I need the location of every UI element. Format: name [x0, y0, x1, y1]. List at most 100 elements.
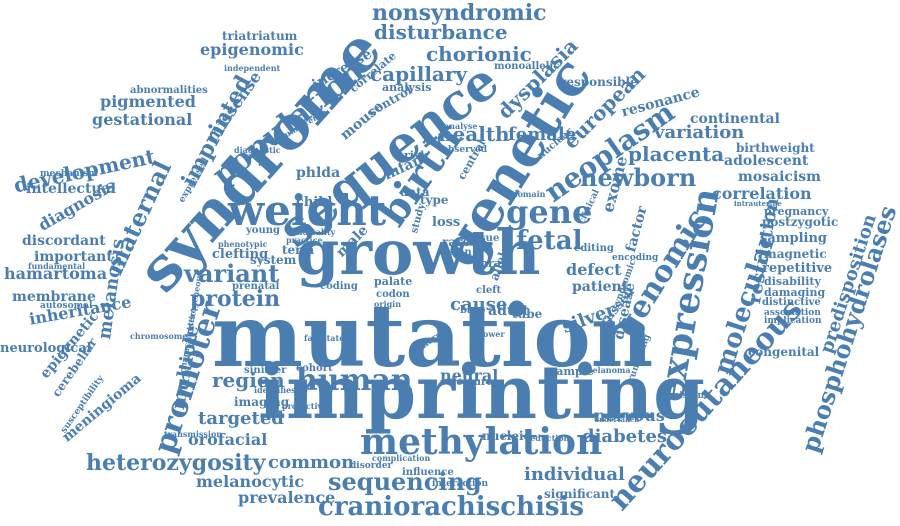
word-phenotypic: phenotypic: [218, 239, 268, 249]
word-lower: lower: [480, 329, 505, 339]
word-damaging: damaging: [764, 286, 826, 299]
word-imprinting: imprinting: [258, 350, 705, 436]
word-gene: gene: [506, 193, 593, 231]
word-encoding: encoding: [612, 253, 659, 263]
word-membrane: membrane: [12, 289, 96, 305]
word-analyse: analyse: [444, 121, 478, 131]
word-individual: individual: [524, 464, 625, 485]
word-sequencing: sequencing: [328, 467, 482, 496]
word-practice: practice: [286, 235, 323, 245]
word-tube: tube: [512, 307, 543, 321]
word-coding: coding: [320, 281, 358, 292]
word-disability: disability: [764, 275, 821, 288]
word-clefting: clefting: [212, 247, 269, 262]
word-imaging: imaging: [234, 395, 290, 409]
word-chorionic: chorionic: [426, 42, 532, 66]
word-adult: adult: [488, 303, 529, 319]
word-nervous: nervous: [594, 406, 665, 425]
word-base: base: [460, 305, 486, 316]
word-pigmented: pigmented: [100, 92, 196, 111]
word-mutation: mutation: [212, 286, 654, 387]
word-intrauterine: intrauterine: [734, 199, 782, 208]
word-analysis: analysis: [382, 81, 432, 94]
word-craniorachischisis: craniorachischisis: [318, 492, 585, 522]
word-diagnostic: diagnostic: [234, 145, 281, 155]
word-birthweight: birthweight: [736, 141, 815, 155]
word-child: child: [296, 195, 333, 210]
word-term: term: [282, 243, 315, 257]
word-hamartoma: hamartoma: [4, 264, 108, 283]
word-sample: sample: [550, 365, 594, 378]
word-autosomal: autosomal: [40, 301, 93, 311]
word-consistent: consistent: [656, 391, 709, 401]
word-young: young: [246, 225, 281, 236]
word-monoallelic: monoallelic: [494, 61, 560, 72]
word-variation: variation: [654, 122, 745, 143]
word-nonsyndromic: nonsyndromic: [372, 0, 547, 26]
word-variant: variant: [184, 259, 280, 288]
word-important: important: [34, 249, 113, 265]
word-domain: domain: [512, 189, 546, 199]
word-melanocytic: melanocytic: [196, 472, 305, 491]
word-placenta: placenta: [628, 142, 725, 166]
word-neurological: neurological: [0, 341, 92, 356]
word-discordant: discordant: [22, 233, 106, 249]
word-nras: nras: [480, 257, 508, 270]
word-implication: implication: [764, 316, 822, 326]
word-disorder: disorder: [350, 461, 393, 471]
word-region: region: [212, 368, 285, 392]
word-disturbance: disturbance: [374, 20, 508, 44]
word-association: association: [764, 308, 821, 318]
word-mosaicism: mosaicism: [738, 169, 821, 185]
word-neural: neural: [440, 366, 499, 385]
word-weight: weight: [228, 186, 387, 235]
word-nucleic: nucleic: [482, 429, 531, 443]
word-fetal: fetal: [516, 226, 583, 256]
word-cause: cause: [450, 294, 508, 315]
word-facilitate: facilitate: [304, 333, 345, 343]
word-human: human: [296, 363, 413, 398]
word-type: type: [420, 193, 449, 207]
word-patient: patient: [572, 279, 629, 295]
word-sampling: sampling: [760, 231, 828, 246]
word-mortality: mortality: [294, 227, 336, 237]
word-continental: continental: [690, 111, 780, 127]
word-methylation: methylation: [360, 421, 603, 463]
word-repetitive: repetitive: [762, 261, 833, 276]
word-adolescent: adolescent: [724, 153, 809, 169]
word-prenatal: prenatal: [232, 281, 280, 292]
word-heterozygosity: heterozygosity: [86, 450, 266, 476]
word-protective: protective: [282, 401, 328, 411]
word-editing: editing: [574, 243, 614, 254]
word-data: data: [400, 185, 430, 199]
word-origin: origin: [374, 299, 402, 309]
word-epigenomic: epigenomic: [200, 40, 304, 59]
word-targeted: targeted: [198, 408, 284, 429]
word-abnormalities: abnormalities: [130, 85, 208, 96]
word-chromosome: chromosome: [130, 331, 188, 341]
word-phlda: phlda: [296, 165, 341, 181]
word-growth: growth: [296, 216, 541, 289]
word-magnetic: magnetic: [764, 247, 827, 261]
word-diabetes: diabetes: [582, 426, 668, 447]
word-fundamental: fundamental: [28, 261, 86, 271]
word-skin: skin: [448, 247, 472, 258]
word-tissue: tissue: [466, 233, 500, 244]
word-sinister: sinister: [244, 365, 287, 376]
word-identifies: identifies: [254, 385, 296, 395]
word-risk: risk: [404, 149, 428, 162]
word-complication: complication: [372, 453, 431, 463]
word-orofacial: orofacial: [188, 430, 268, 449]
word-protein: protein: [190, 286, 281, 312]
word-mechanism: mechanism: [40, 169, 98, 179]
word-intellectual: intellectual: [26, 181, 116, 197]
word-newborn: newborn: [580, 163, 697, 192]
word-gestational: gestational: [92, 110, 193, 129]
word-distinctive: distinctive: [762, 297, 821, 308]
word-pregnancy: pregnancy: [764, 205, 829, 218]
word-significant: significant: [544, 487, 616, 501]
word-codon: codon: [376, 289, 410, 300]
word-independent: independent: [224, 63, 281, 73]
word-cohort: cohort: [296, 363, 333, 374]
word-observed: observed: [442, 145, 488, 155]
